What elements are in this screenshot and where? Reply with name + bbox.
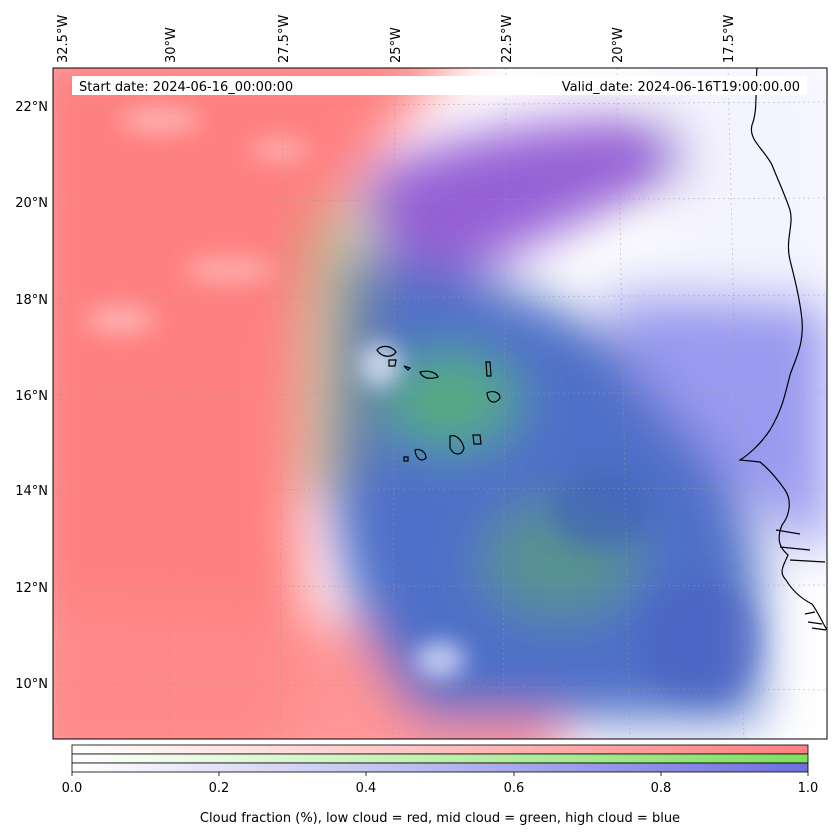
longitude-labels: 32.5°W 30°W 27.5°W 25°W 22.5°W 20°W 17.5… [56,15,737,63]
colorbar-band-high [71,762,809,773]
date-banner [72,76,807,95]
colorbar-band-mid [71,753,809,764]
lon-label-25w: 25°W [389,27,404,63]
lat-label-22n: 22°N [15,100,48,115]
lon-label-20w: 20°W [611,27,626,63]
lat-label-14n: 14°N [15,484,48,499]
lat-label-20n: 20°N [15,196,48,211]
lon-label-27-5w: 27.5°W [277,15,292,63]
colorbar-tick-2: 0.4 [356,781,377,796]
coastlines [376,68,827,631]
colorbar-label: Cloud fraction (%), low cloud = red, mid… [200,811,680,826]
high-low-cloud-band [360,118,720,300]
map-frame [52,67,828,740]
colorbar-tick-0: 0.0 [62,781,83,796]
colorbar-tick-5: 1.0 [798,781,819,796]
mid-cloud-patch-north [380,350,520,450]
clear-sky-northeast [610,68,827,299]
gambia-coast [775,529,826,563]
start-date-label: Start date: 2024-06-16_00:00:00 [79,80,293,95]
lon-label-32-5w: 32.5°W [56,15,71,63]
map-panel: Start date: 2024-06-16_00:00:00 Valid_da… [53,68,827,739]
cloud-field [53,68,827,739]
guinea-bissau-islands [804,611,827,631]
lat-label-12n: 12°N [15,581,48,596]
valid-date-label: Valid_date: 2024-06-16T19:00:00.00 [562,80,800,95]
colorbar-tick-4: 0.8 [651,781,672,796]
latitude-labels: 22°N 20°N 18°N 16°N 14°N 12°N 10°N [15,100,48,692]
cape-verde-islands [376,345,501,462]
colorbar: 0.0 0.2 0.4 0.6 0.8 1.0 Cloud fraction (… [62,744,819,826]
lon-label-30w: 30°W [164,27,179,63]
green-olive-transition [300,196,380,500]
low-cloud-region [53,68,450,739]
lon-label-22-5w: 22.5°W [500,15,515,63]
africa-coastline [738,68,827,631]
colorbar-band-low [71,744,809,755]
colorbar-ticks [71,772,809,776]
lon-label-17-5w: 17.5°W [722,15,737,63]
lat-label-16n: 16°N [15,389,48,404]
high-cloud-east [600,280,827,559]
lat-label-10n: 10°N [15,677,48,692]
graticule [53,68,827,739]
lat-label-18n: 18°N [15,293,48,308]
colorbar-tick-1: 0.2 [209,781,230,796]
colorbar-tick-3: 0.6 [504,781,525,796]
